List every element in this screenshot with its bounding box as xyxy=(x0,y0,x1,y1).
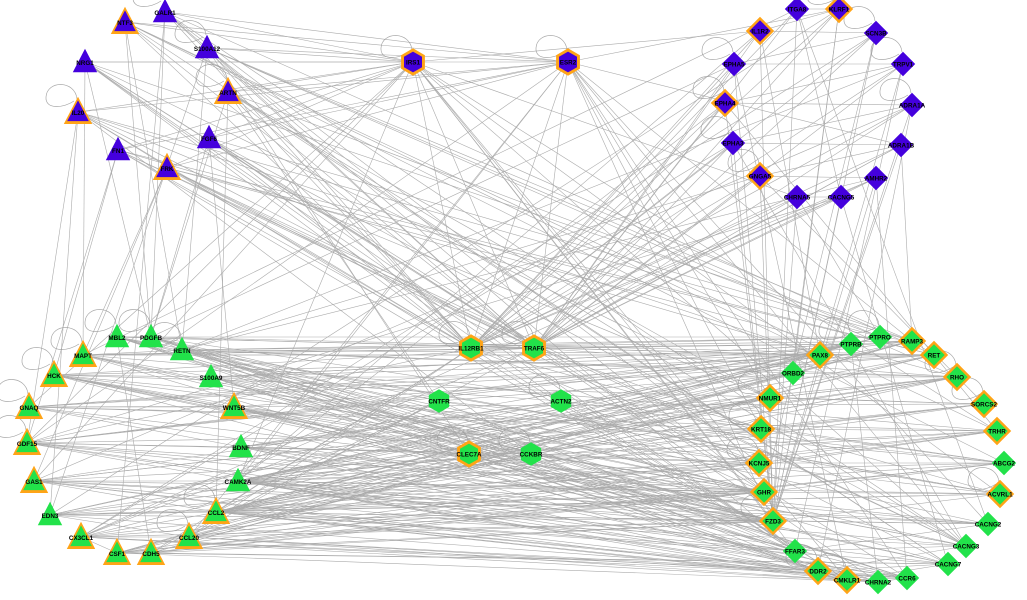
svg-text:PDGFB: PDGFB xyxy=(140,335,162,342)
svg-text:KCNJ5: KCNJ5 xyxy=(749,461,770,468)
svg-text:FRK: FRK xyxy=(161,166,174,173)
svg-text:FGF6: FGF6 xyxy=(201,136,218,143)
svg-text:FN1: FN1 xyxy=(112,148,124,155)
svg-text:ADRA1A: ADRA1A xyxy=(899,103,926,110)
svg-text:ARTN: ARTN xyxy=(219,90,237,97)
svg-text:WNT5B: WNT5B xyxy=(223,405,246,412)
svg-text:ACVRL1: ACVRL1 xyxy=(987,492,1013,499)
svg-text:GNAQ: GNAQ xyxy=(20,405,39,412)
svg-text:KLRF1: KLRF1 xyxy=(829,7,850,14)
svg-text:CCL2: CCL2 xyxy=(208,510,225,517)
svg-text:GNGA5: GNGA5 xyxy=(749,174,772,181)
svg-text:CAMK2A: CAMK2A xyxy=(225,479,252,486)
svg-text:GDF15: GDF15 xyxy=(17,441,38,448)
svg-text:NMUR1: NMUR1 xyxy=(759,396,782,403)
svg-text:CCKBR: CCKBR xyxy=(520,452,543,459)
svg-text:IL1R2: IL1R2 xyxy=(751,29,769,36)
svg-text:CACNG7: CACNG7 xyxy=(935,562,962,569)
svg-text:BDNF: BDNF xyxy=(232,445,250,452)
svg-text:CX3CL1: CX3CL1 xyxy=(69,535,94,542)
svg-text:EPHA4: EPHA4 xyxy=(715,101,736,108)
svg-text:CDH5: CDH5 xyxy=(142,551,160,558)
svg-text:FFAR3: FFAR3 xyxy=(785,549,805,556)
svg-text:EPHA3: EPHA3 xyxy=(723,141,744,148)
svg-text:TRAF6: TRAF6 xyxy=(524,346,545,353)
svg-text:NRG1: NRG1 xyxy=(76,60,94,67)
svg-text:S100A12: S100A12 xyxy=(194,46,221,53)
svg-text:PTPRB: PTPRB xyxy=(840,342,862,349)
svg-text:HCK: HCK xyxy=(47,373,61,380)
svg-text:CSF1: CSF1 xyxy=(109,551,126,558)
svg-text:FZD3: FZD3 xyxy=(765,519,781,526)
svg-text:RET: RET xyxy=(928,353,941,360)
svg-text:DDR2: DDR2 xyxy=(809,569,827,576)
svg-text:ACTN2: ACTN2 xyxy=(551,399,572,406)
svg-text:PAX8: PAX8 xyxy=(812,353,828,360)
svg-text:RHO: RHO xyxy=(950,375,964,382)
svg-text:PTPRO: PTPRO xyxy=(869,335,891,342)
svg-text:RETN: RETN xyxy=(173,348,191,355)
svg-text:ESR2: ESR2 xyxy=(560,60,577,67)
svg-text:EDN3: EDN3 xyxy=(42,513,59,520)
svg-text:ORBD2: ORBD2 xyxy=(782,371,805,378)
svg-text:AMHR2: AMHR2 xyxy=(865,176,888,183)
svg-text:MBL2: MBL2 xyxy=(108,335,126,342)
svg-text:CNTFR: CNTFR xyxy=(428,399,450,406)
svg-text:GHR: GHR xyxy=(757,490,771,497)
svg-text:RAMP3: RAMP3 xyxy=(901,339,924,346)
svg-text:SORCS2: SORCS2 xyxy=(971,402,997,409)
svg-text:IL20: IL20 xyxy=(72,110,85,117)
svg-text:TRPV1: TRPV1 xyxy=(893,62,914,69)
svg-text:CCR6: CCR6 xyxy=(898,576,916,583)
svg-text:ITGA8: ITGA8 xyxy=(788,7,807,14)
svg-text:CHRNA2: CHRNA2 xyxy=(865,580,892,587)
svg-text:CACNG3: CACNG3 xyxy=(953,544,980,551)
svg-text:CACNG5: CACNG5 xyxy=(828,195,855,202)
svg-text:IRS1: IRS1 xyxy=(406,60,420,67)
svg-text:TRHR: TRHR xyxy=(988,429,1006,436)
svg-text:IL12RB1: IL12RB1 xyxy=(458,346,484,353)
svg-text:SCN3B: SCN3B xyxy=(865,31,887,38)
svg-text:GALR1: GALR1 xyxy=(154,10,176,17)
svg-text:MAPT: MAPT xyxy=(74,353,92,360)
svg-text:GAS1: GAS1 xyxy=(25,479,43,486)
svg-text:CMKLR1: CMKLR1 xyxy=(834,578,861,585)
svg-text:ADRA1B: ADRA1B xyxy=(888,143,915,150)
svg-text:KRT18: KRT18 xyxy=(751,427,771,434)
svg-text:EPHA5: EPHA5 xyxy=(724,62,745,69)
svg-text:CHRNA5: CHRNA5 xyxy=(784,195,811,202)
svg-text:S100A9: S100A9 xyxy=(200,375,223,382)
svg-text:CACNG2: CACNG2 xyxy=(975,522,1002,529)
svg-text:NTF3: NTF3 xyxy=(117,20,133,27)
svg-text:ABCG2: ABCG2 xyxy=(993,461,1016,468)
svg-text:CLEC7A: CLEC7A xyxy=(456,452,482,459)
svg-text:CCL20: CCL20 xyxy=(179,535,199,542)
